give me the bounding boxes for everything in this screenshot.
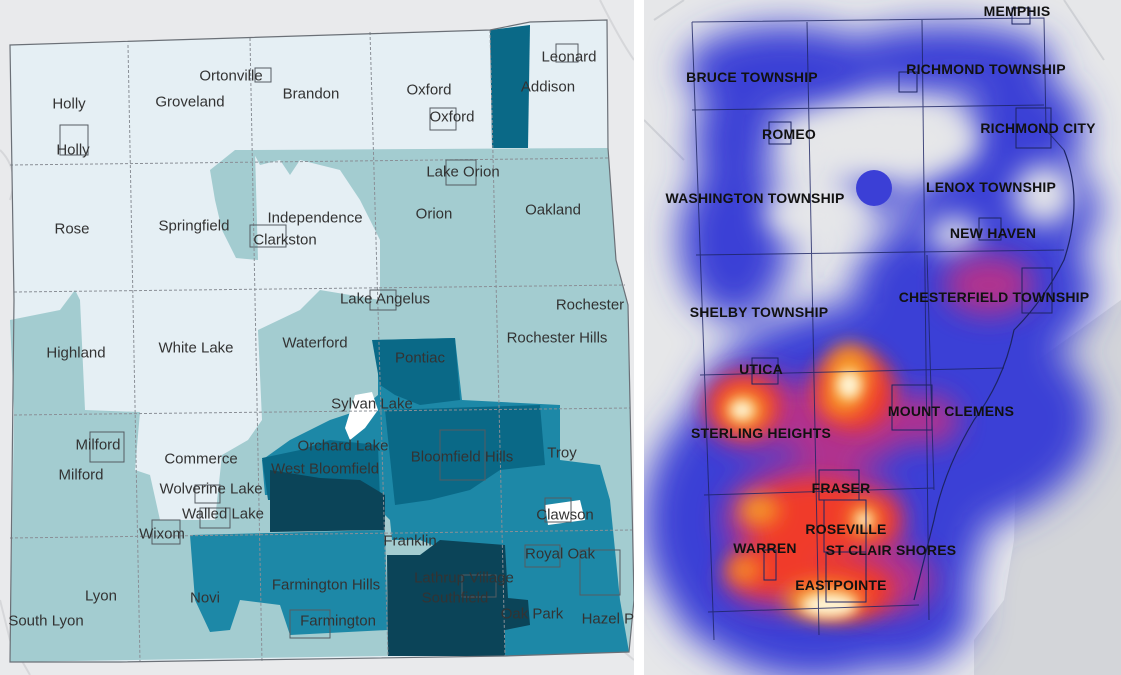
region-high-class-bloomfield [385,405,545,505]
macomb-place-label: SHELBY TOWNSHIP [689,304,829,320]
oakland-place-label: Farmington Hills [271,576,381,594]
township-grid-right [691,17,1065,641]
oakland-place-label: Royal Oak [524,545,596,563]
oakland-place-label: Lake Angelus [339,290,431,308]
oakland-place-label: Pontiac [394,349,446,367]
macomb-place-label: MEMPHIS [983,3,1051,19]
oakland-place-label: Lyon [85,587,117,605]
macomb-place-label: NEW HAVEN [949,225,1037,241]
region-white-clawson [545,500,585,525]
city-outlines [59,43,621,639]
township-boundaries [9,29,633,663]
oakland-place-label: Rochester Hills [506,329,608,347]
region-mid-class-west [190,530,388,635]
oakland-place-label: Walled Lake [182,505,264,523]
oakland-place-label: Springfield [158,217,230,235]
oakland-place-label: Highland [46,344,106,362]
oakland-place-label: Milford [75,436,121,454]
oakland-place-label: South Lyon [8,612,84,630]
region-white-sylvan [345,392,378,440]
macomb-place-label: CHESTERFIELD TOWNSHIP [898,289,1090,305]
oakland-place-label: Clawson [536,506,594,524]
density-spot-lenox [856,170,892,206]
macomb-place-label: RICHMOND CITY [980,120,1096,136]
oakland-place-label: Troy [547,444,577,462]
oakland-place-label: Lake Orion [426,163,500,181]
panel-divider [634,0,644,675]
oakland-place-label: Oxford [406,81,452,99]
oakland-place-label: Leonard [541,48,597,66]
oakland-place-label: Holly [56,141,90,159]
oakland-place-label: Lathrup Village [414,569,514,587]
macomb-place-label: EASTPOINTE [795,577,887,593]
oakland-place-label: Farmington [300,612,376,630]
oakland-place-label: Addison [520,78,576,96]
oakland-place-label: Rochester [555,296,625,314]
oakland-place-label: Oakland [525,201,581,219]
oakland-place-label: Groveland [155,93,225,111]
oakland-place-label: Sylvan Lake [331,395,413,413]
oakland-place-label: Commerce [164,450,238,468]
county-outline [9,19,634,663]
region-highest-class-orchard [270,470,385,532]
left-map-canvas [0,0,634,675]
region-highest-class-southfield [387,540,530,656]
macomb-place-label: RICHMOND TOWNSHIP [906,61,1066,77]
oakland-place-label: Southfield [421,589,489,607]
oakland-place-label: Orchard Lake [297,437,389,455]
right-map-canvas [644,0,1121,675]
oakland-place-label: Milford [58,466,104,484]
oakland-place-label: West Bloomfield [270,460,380,478]
oakland-place-label: Clarkston [253,231,317,249]
oakland-place-label: Bloomfield Hills [410,448,514,466]
oakland-place-label: Ortonville [199,67,263,85]
macomb-place-label: BRUCE TOWNSHIP [686,69,818,85]
city-outlines-right [751,7,1053,603]
macomb-county-heatmap: MEMPHIS BRUCE TOWNSHIP RICHMOND TOWNSHIP RO… [644,0,1121,675]
oakland-place-label: Rose [54,220,90,238]
region-high-class-addison-strip [490,25,530,148]
oakland-place-label: Independence [267,209,363,227]
oakland-place-label: Wixom [139,525,185,543]
macomb-place-label: ST CLAIR SHORES [825,542,957,558]
low-density-gap [764,105,1074,253]
oakland-place-label: Novi [189,589,221,607]
density-peak [730,371,872,617]
oakland-place-label: Waterford [282,334,348,352]
oakland-county-choropleth-map: Holly Holly Groveland Ortonville Brandon Oxfo… [0,0,634,675]
lake-shoreline [913,149,1075,601]
macomb-place-label: ROSEVILLE [805,521,887,537]
oakland-place-label: Franklin [383,532,437,550]
oakland-place-label: Oxford [429,108,475,126]
background-roads-right [644,0,1105,161]
region-low-class-clarkston [210,150,258,260]
macomb-place-label: MOUNT CLEMENS [887,403,1015,419]
macomb-place-label: STERLING HEIGHTS [690,425,832,441]
oakland-place-label: Orion [415,205,453,223]
macomb-place-label: WASHINGTON TOWNSHIP [665,190,845,206]
region-high-class-pontiac [372,338,460,405]
oakland-place-label: Wolverine Lake [159,480,263,498]
macomb-place-label: FRASER [811,480,871,496]
macomb-place-label: LENOX TOWNSHIP [925,179,1057,195]
oakland-place-label: Brandon [282,85,340,103]
macomb-place-label: ROMEO [762,126,816,142]
macomb-place-label: UTICA [739,361,783,377]
oakland-place-label: Hazel Pa [581,610,634,628]
oakland-place-label: Holly [52,95,86,113]
macomb-place-label: WARREN [733,540,797,556]
oakland-place-label: Oak Park [500,605,564,623]
oakland-place-label: White Lake [158,339,234,357]
